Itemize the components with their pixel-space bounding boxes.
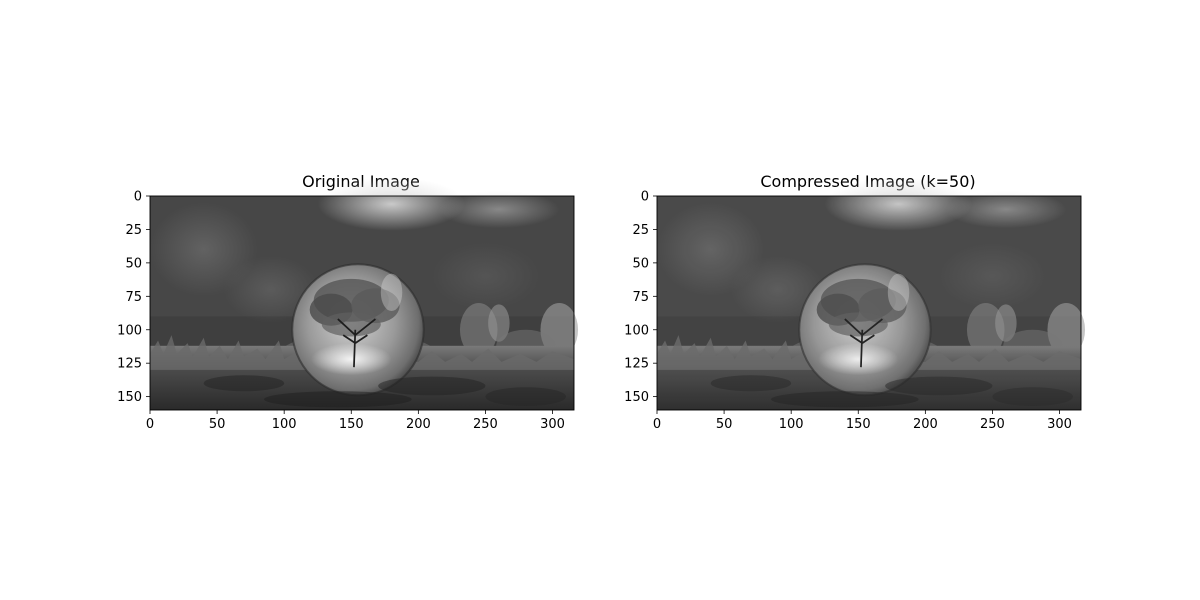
compressed-image <box>655 176 1087 412</box>
y-tick-label: 125 <box>117 357 142 372</box>
axes-frame-original <box>149 195 575 411</box>
y-tick-label: 100 <box>624 323 649 338</box>
x-tick-label: 0 <box>146 417 154 432</box>
axes-frame-compressed <box>656 195 1082 411</box>
x-tick-label: 100 <box>779 417 804 432</box>
subplot-original: Original Image 0501001502002503000255075… <box>117 172 580 433</box>
y-tick-label: 75 <box>125 290 142 305</box>
x-tick-label: 150 <box>339 417 364 432</box>
y-tick-label: 0 <box>641 190 649 205</box>
y-tick-label: 25 <box>632 223 649 238</box>
y-tick-label: 0 <box>134 190 142 205</box>
x-tick-label: 150 <box>846 417 871 432</box>
x-tick-label: 200 <box>913 417 938 432</box>
x-tick-label: 0 <box>653 417 661 432</box>
y-tick-label: 25 <box>125 223 142 238</box>
y-tick-label: 125 <box>624 357 649 372</box>
x-tick-label: 250 <box>473 417 498 432</box>
x-tick-label: 300 <box>540 417 565 432</box>
subplot-compressed: Compressed Image (k=50) 0501001502002503… <box>624 172 1087 433</box>
x-tick-label: 200 <box>406 417 431 432</box>
x-tick-label: 50 <box>716 417 733 432</box>
y-tick-label: 150 <box>117 390 142 405</box>
y-tick-label: 150 <box>624 390 649 405</box>
x-tick-label: 50 <box>209 417 226 432</box>
y-tick-label: 50 <box>632 256 649 271</box>
ticks-compressed: 0 50 100 150 200 250 300 0 25 50 75 100 125 150 <box>624 190 1072 433</box>
y-tick-label: 100 <box>117 323 142 338</box>
x-tick-label: 250 <box>980 417 1005 432</box>
ticks-original: 0 50 100 150 200 250 300 0 25 50 75 100 125 150 <box>117 190 565 433</box>
original-image <box>148 176 580 412</box>
x-tick-label: 300 <box>1047 417 1072 432</box>
x-tick-label: 100 <box>272 417 297 432</box>
y-tick-label: 75 <box>632 290 649 305</box>
y-tick-label: 50 <box>125 256 142 271</box>
